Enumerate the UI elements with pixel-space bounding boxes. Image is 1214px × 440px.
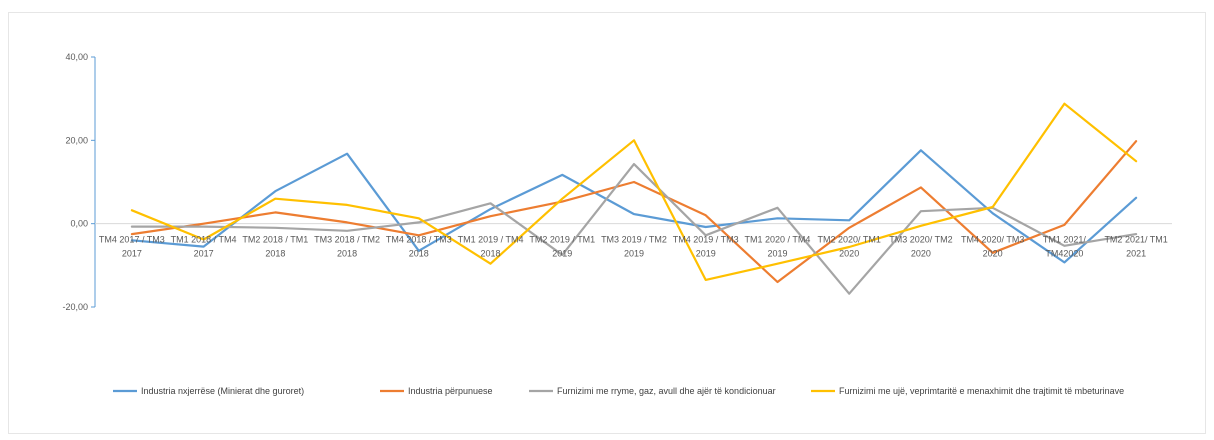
x-tick-label: TM1 2019 / TM4 2018	[458, 235, 524, 259]
series-line-4	[130, 102, 1138, 281]
y-tick-label: 0,00	[70, 219, 88, 229]
series-line-3	[130, 163, 1138, 295]
x-tick-label: TM4 2020/ TM3 2020	[961, 235, 1024, 259]
x-tick-label: TM1 2021/TM42020	[1043, 235, 1087, 259]
x-tick-label: TM1 2020 / TM4 2019	[745, 235, 811, 259]
series-line-1	[130, 149, 1138, 264]
y-tick-label: 20,00	[65, 135, 88, 145]
legend-label-3: Furnizimi me rryme, gaz, avull dhe ajër …	[557, 386, 776, 396]
x-tick-label: TM2 2018 / TM1 2018	[242, 235, 308, 259]
legend-label-1: Industria nxjerrëse (Minierat dhe gurore…	[141, 386, 304, 396]
x-tick-label: TM1 2018 / TM4 2017	[171, 235, 237, 259]
x-tick-label: TM2 2019 / TM1 2019	[529, 235, 595, 259]
series-line-2	[130, 140, 1138, 284]
x-tick-label: TM2 2021/ TM1 2021	[1104, 235, 1167, 259]
x-tick-label: TM4 2019 / TM3 2019	[673, 235, 739, 259]
y-tick-label: -20,00	[62, 302, 88, 312]
x-tick-label: TM4 2018 / TM3 2018	[386, 235, 452, 259]
x-tick-label: TM3 2018 / TM2 2018	[314, 235, 380, 259]
x-tick-label: TM4 2017 / TM3 2017	[99, 235, 165, 259]
x-tick-label: TM3 2019 / TM2 2019	[601, 235, 667, 259]
legend-label-4: Furnizimi me ujë, veprimtaritë e menaxhi…	[839, 386, 1124, 396]
y-tick-label: 40,00	[65, 52, 88, 62]
x-tick-label: TM2 2020/ TM1 2020	[818, 235, 881, 259]
x-tick-label: TM3 2020/ TM2 2020	[889, 235, 952, 259]
legend-label-2: Industria përpunuese	[408, 386, 493, 396]
